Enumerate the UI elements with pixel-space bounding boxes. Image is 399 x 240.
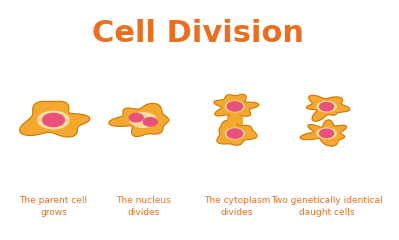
Circle shape	[143, 118, 157, 126]
Text: Cell Division: Cell Division	[92, 19, 304, 48]
Polygon shape	[306, 95, 350, 121]
Polygon shape	[225, 100, 245, 113]
Text: The nucleus
divides: The nucleus divides	[116, 196, 171, 217]
Circle shape	[227, 102, 243, 111]
Polygon shape	[228, 116, 242, 124]
Polygon shape	[20, 101, 90, 137]
Polygon shape	[109, 103, 169, 137]
Polygon shape	[316, 128, 337, 139]
Polygon shape	[227, 115, 243, 125]
Circle shape	[129, 114, 143, 122]
Polygon shape	[37, 111, 70, 129]
Circle shape	[320, 129, 334, 138]
Polygon shape	[129, 112, 157, 128]
Polygon shape	[214, 94, 259, 118]
Text: The cytoplasm
divides: The cytoplasm divides	[203, 196, 270, 217]
Polygon shape	[316, 101, 337, 112]
Circle shape	[227, 129, 243, 138]
Text: The parent cell
grows: The parent cell grows	[20, 196, 87, 217]
Polygon shape	[300, 120, 347, 146]
Polygon shape	[217, 120, 257, 145]
Circle shape	[43, 114, 64, 126]
Text: Two genetically identical
daught cells: Two genetically identical daught cells	[271, 196, 383, 217]
Polygon shape	[225, 127, 245, 140]
Circle shape	[320, 102, 334, 111]
